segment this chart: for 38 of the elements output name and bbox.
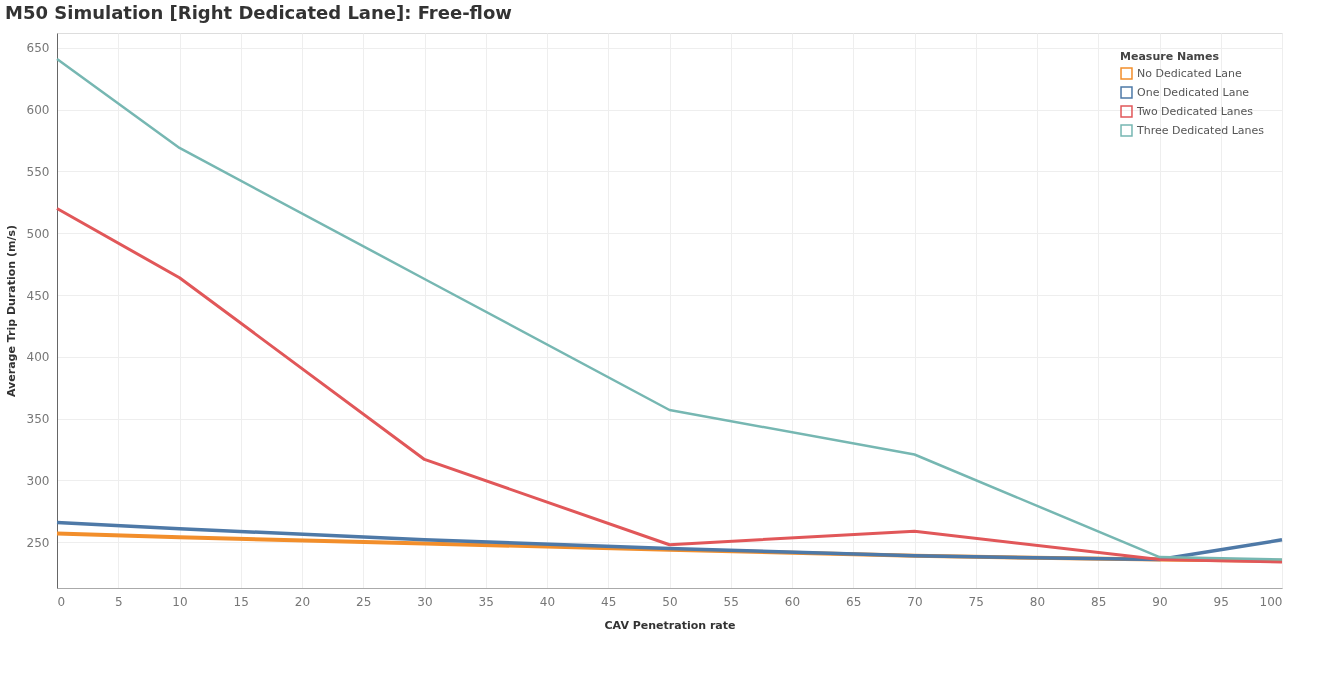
y-tick-label: 600: [26, 103, 50, 118]
x-tick-label: 70: [907, 594, 923, 609]
y-tick-label: 300: [26, 473, 50, 488]
legend-title: Measure Names: [1120, 50, 1220, 63]
x-tick-label: 80: [1029, 594, 1046, 609]
legend-label: No Dedicated Lane: [1137, 66, 1242, 80]
x-tick-label: 15: [233, 594, 249, 609]
x-tick-label: 0: [57, 594, 66, 609]
legend-label: Three Dedicated Lanes: [1136, 123, 1265, 137]
x-tick-label: 25: [356, 594, 372, 609]
x-tick-label: 50: [662, 594, 678, 609]
x-tick-label: 100: [1259, 594, 1283, 609]
y-tick-label: 400: [26, 350, 50, 365]
legend-label: Two Dedicated Lanes: [1136, 104, 1254, 118]
x-axis-title: CAV Penetration rate: [604, 618, 736, 632]
x-tick-label: 20: [294, 594, 311, 609]
y-tick-label: 650: [26, 41, 50, 56]
y-tick-label: 250: [26, 535, 50, 550]
chart-title: M50 Simulation [Right Dedicated Lane]: Free-flow: [5, 2, 512, 23]
x-tick-label: 60: [784, 594, 801, 609]
y-axis-title: Average Trip Duration (m/s): [4, 224, 18, 398]
x-tick-label: 95: [1213, 594, 1229, 609]
x-tick-label: 85: [1091, 594, 1107, 609]
y-tick-label: 450: [26, 288, 50, 303]
x-tick-label: 40: [539, 594, 556, 609]
x-tick-label: 75: [968, 594, 984, 609]
y-tick-label: 500: [26, 226, 50, 241]
x-tick-label: 90: [1152, 594, 1168, 609]
y-tick-label: 550: [26, 164, 50, 179]
legend-label: One Dedicated Lane: [1137, 85, 1250, 99]
x-tick-label: 65: [846, 594, 862, 609]
x-tick-label: 35: [478, 594, 494, 609]
y-tick-label: 350: [26, 412, 50, 427]
x-tick-label: 10: [172, 594, 188, 609]
x-tick-label: 30: [417, 594, 433, 609]
x-tick-label: 55: [723, 594, 739, 609]
x-tick-label: 45: [601, 594, 617, 609]
x-tick-label: 5: [114, 594, 123, 609]
